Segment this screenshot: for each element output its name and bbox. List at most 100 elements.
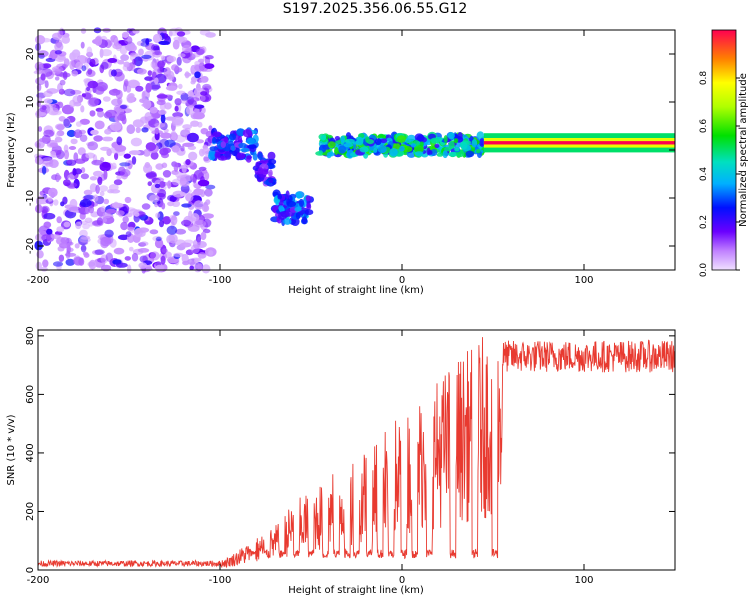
chart-title: S197.2025.356.06.55.G12 — [282, 1, 468, 17]
noise-blob — [144, 76, 154, 81]
noise-blob — [181, 219, 192, 227]
noise-blob — [62, 196, 68, 205]
noise-blob — [178, 36, 188, 43]
noise-blob — [190, 120, 200, 127]
noise-blob — [156, 99, 166, 106]
noise-blob — [197, 179, 210, 187]
noise-blob — [55, 132, 60, 141]
ridge-blob — [380, 138, 388, 144]
noise-blob — [107, 58, 118, 63]
noise-blob — [74, 168, 82, 175]
noise-blob — [88, 97, 100, 106]
ridge-blob — [242, 129, 253, 138]
noise-blob — [147, 181, 153, 187]
noise-blob — [158, 40, 170, 46]
noise-blob — [40, 73, 46, 81]
noise-blob — [68, 146, 77, 150]
noise-blob — [56, 175, 62, 181]
noise-blob — [204, 63, 215, 69]
noise-blob — [99, 185, 109, 192]
noise-blob — [80, 244, 87, 253]
noise-blob — [86, 86, 91, 92]
noise-blob — [87, 68, 93, 75]
noise-blob — [46, 228, 53, 235]
x-tick-label: 0 — [399, 275, 405, 286]
y-tick-label: 800 — [25, 326, 36, 345]
heatmap-feature-noise — [33, 27, 217, 274]
noise-blob — [91, 159, 103, 166]
noise-blob — [126, 93, 135, 104]
noise-blob — [51, 66, 64, 73]
noise-blob — [42, 259, 49, 268]
noise-blob — [47, 197, 53, 202]
noise-blob — [105, 109, 118, 119]
y-tick-label: 10 — [25, 96, 36, 109]
noise-blob — [94, 86, 105, 95]
colorbar-label: Normalized spectral amplitude — [738, 73, 749, 227]
noise-blob — [125, 213, 133, 218]
noise-blob — [173, 162, 179, 172]
noise-blob — [56, 226, 65, 233]
ridge-blob — [209, 146, 218, 152]
noise-blob — [80, 173, 89, 180]
x-tick-label: -200 — [27, 275, 50, 286]
noise-blob — [182, 260, 190, 266]
ridge-blob — [343, 143, 354, 148]
noise-blob — [174, 228, 187, 235]
noise-blob — [200, 231, 207, 241]
noise-blob — [141, 54, 152, 60]
noise-blob — [50, 150, 57, 158]
ridge-blob — [231, 145, 236, 152]
spectrogram-ylabel: Frequency (Hz) — [6, 112, 17, 188]
snr-ylabel: SNR (10 * v/v) — [6, 414, 17, 485]
noise-blob — [132, 58, 137, 65]
ridge-blob — [447, 151, 458, 157]
noise-blob — [170, 215, 178, 226]
ridge-blob — [430, 137, 440, 144]
noise-blob — [197, 121, 203, 128]
snr-background — [38, 330, 675, 570]
noise-blob — [73, 52, 80, 61]
ridge-blob — [355, 136, 364, 146]
ridge-blob — [374, 138, 382, 146]
noise-blob — [198, 58, 205, 63]
noise-blob — [120, 54, 129, 61]
noise-blob — [176, 90, 186, 96]
ridge-blob — [359, 146, 369, 153]
ridge-blob — [404, 138, 411, 144]
noise-blob — [66, 159, 77, 166]
noise-blob — [173, 211, 180, 217]
noise-blob — [194, 64, 205, 72]
ridge-blob — [278, 211, 288, 221]
noise-blob — [127, 226, 135, 231]
heatmap-feature-ridge2 — [252, 151, 277, 187]
noise-blob — [39, 104, 47, 113]
ridge-blob — [430, 149, 438, 156]
noise-blob — [193, 188, 204, 196]
noise-blob — [126, 28, 132, 33]
noise-blob — [172, 39, 180, 50]
noise-blob — [181, 99, 188, 104]
noise-blob — [165, 85, 178, 91]
noise-blob — [198, 78, 206, 84]
noise-blob — [181, 203, 192, 208]
noise-blob — [113, 179, 123, 186]
snr-plot: -200 -100 0 100 0 200 400 600 800 Height of stra… — [6, 326, 676, 596]
noise-blob — [181, 164, 187, 174]
noise-blob — [190, 213, 200, 222]
noise-blob — [188, 151, 198, 161]
noise-blob — [111, 162, 117, 170]
ridge-blob — [267, 151, 276, 161]
noise-blob — [69, 60, 75, 70]
noise-blob — [139, 241, 149, 246]
noise-blob — [62, 71, 68, 80]
noise-blob — [54, 41, 64, 52]
noise-blob — [158, 109, 167, 115]
ridge-blob — [454, 147, 460, 152]
noise-blob — [101, 162, 111, 168]
colorbar-tick-label: 0.0 — [699, 263, 709, 278]
noise-blob — [117, 59, 125, 65]
noise-blob — [56, 216, 62, 224]
noise-blob — [54, 50, 63, 55]
noise-blob — [110, 69, 117, 77]
